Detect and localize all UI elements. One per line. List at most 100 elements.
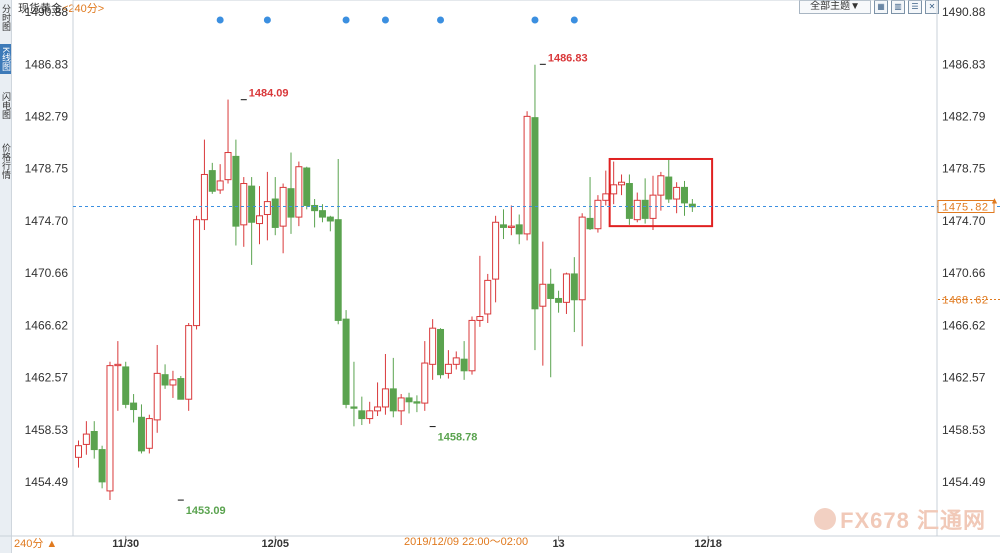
y-tick-label-left: 1486.83 <box>25 57 69 71</box>
period-selector[interactable]: 240分 ▲ <box>14 538 58 550</box>
candle-body <box>586 217 594 230</box>
y-tick-label-right: 1482.79 <box>942 109 986 123</box>
candle-body <box>318 210 326 218</box>
candle-body <box>169 379 177 386</box>
candle-body <box>665 176 673 200</box>
candle-body <box>562 273 570 303</box>
candle-body <box>515 224 523 235</box>
candle-body <box>287 188 295 218</box>
candle-body <box>641 199 649 219</box>
candle-body <box>468 319 476 372</box>
y-tick-label-left: 1490.88 <box>25 5 69 19</box>
fx678-logo: FX678 汇通网 <box>814 503 986 535</box>
candle-body <box>460 358 468 372</box>
event-marker-dot <box>216 16 224 24</box>
candle-body <box>350 406 358 409</box>
candle-body <box>232 155 240 227</box>
tab-timeshare[interactable]: 分时图 <box>1 3 11 31</box>
current-price-label: 1475.82 <box>942 203 988 215</box>
candle-body <box>303 167 311 206</box>
y-tick-label-left: 1478.75 <box>25 162 69 176</box>
candle-body <box>98 449 106 483</box>
candle-body <box>200 173 208 221</box>
grid-icon[interactable]: ▦ <box>874 0 888 14</box>
candle-body <box>137 416 145 452</box>
highlight-box <box>608 157 714 228</box>
y-tick-label-left: 1482.79 <box>25 109 69 123</box>
x-tick-label: 12/18 <box>694 538 722 550</box>
tab-price-quotes[interactable]: 价格行情 <box>1 143 11 179</box>
candle-body <box>114 363 122 367</box>
candle-body <box>248 185 256 223</box>
y-tick-label-left: 1458.53 <box>25 423 69 437</box>
sidebar: 分时图 K线图 闪电图 价格行情 <box>0 0 12 553</box>
event-marker-dot <box>570 16 578 24</box>
candle-body <box>82 433 90 445</box>
candle-body <box>547 283 555 299</box>
candle-body <box>185 325 193 400</box>
candle-body <box>295 166 303 218</box>
y-tick-label-right: 1458.53 <box>942 423 986 437</box>
y-tick-label-right: 1478.75 <box>942 162 986 176</box>
candle-body <box>413 401 421 404</box>
candle-body <box>389 388 397 412</box>
extreme-price-label: 1486.83 <box>548 52 588 64</box>
y-tick-label-left: 1466.62 <box>25 318 69 332</box>
candle-body <box>555 297 563 303</box>
extreme-price-label: 1484.09 <box>249 88 289 100</box>
candle-body <box>216 180 224 191</box>
x-tick-label: 12/05 <box>261 538 289 550</box>
candle-body <box>256 215 264 225</box>
y-tick-label-left: 1462.57 <box>25 371 69 385</box>
current-price-arrow-icon: ▲ <box>990 196 999 206</box>
candle-body <box>429 327 437 365</box>
candle-body <box>177 378 185 400</box>
y-tick-label-right: 1486.83 <box>942 57 986 71</box>
candle-body <box>578 216 586 301</box>
candle-body <box>358 410 366 420</box>
candle-body <box>224 152 232 181</box>
candle-body <box>334 219 342 321</box>
candle-body <box>633 199 641 221</box>
y-tick-label-right: 1462.57 <box>942 371 986 385</box>
candle-body <box>240 183 248 226</box>
candle-body <box>381 388 389 408</box>
candle-body <box>507 225 515 228</box>
tab-kline[interactable]: K线图 <box>0 44 11 74</box>
event-marker-dot <box>381 16 389 24</box>
candle-body <box>523 115 531 235</box>
event-marker-dot <box>437 16 445 24</box>
candle-body <box>484 279 492 315</box>
candle-body <box>311 204 319 212</box>
current-price-tag <box>937 200 995 214</box>
y-tick-label-right: 1490.88 <box>942 5 986 19</box>
crosshair-time-label: 2019/12/09 22:00～02:00 <box>404 536 529 548</box>
toolbar: 全部主题▼ ▦ ▥ ☰ ✕ <box>799 0 939 14</box>
candle-body <box>208 170 216 192</box>
y-tick-label-left: 1454.49 <box>25 475 69 489</box>
logo-text: FX678 汇通网 <box>840 508 986 533</box>
candle-body <box>122 366 130 405</box>
candle-body <box>405 397 413 403</box>
y-tick-label-left: 1470.66 <box>25 266 69 280</box>
candle-body <box>153 372 161 421</box>
candle-body <box>625 183 633 219</box>
candle-body <box>75 445 82 458</box>
candle-body <box>193 219 201 327</box>
candle-body <box>657 175 665 196</box>
y-tick-label-right: 1454.49 <box>942 475 986 489</box>
extreme-price-label: 1458.78 <box>438 432 478 444</box>
candle-body <box>161 374 169 386</box>
y-tick-label-right: 1470.66 <box>942 266 986 280</box>
candle-body <box>610 184 618 195</box>
candle-body <box>342 318 350 405</box>
close-icon[interactable]: ✕ <box>925 0 939 14</box>
tab-flash-chart[interactable]: 闪电图 <box>1 91 11 119</box>
candle-body <box>602 193 610 201</box>
candle-body <box>374 406 382 412</box>
candle-body <box>397 397 405 412</box>
candle-body <box>673 186 681 200</box>
candle-body <box>492 221 500 280</box>
candle-body <box>437 328 445 376</box>
